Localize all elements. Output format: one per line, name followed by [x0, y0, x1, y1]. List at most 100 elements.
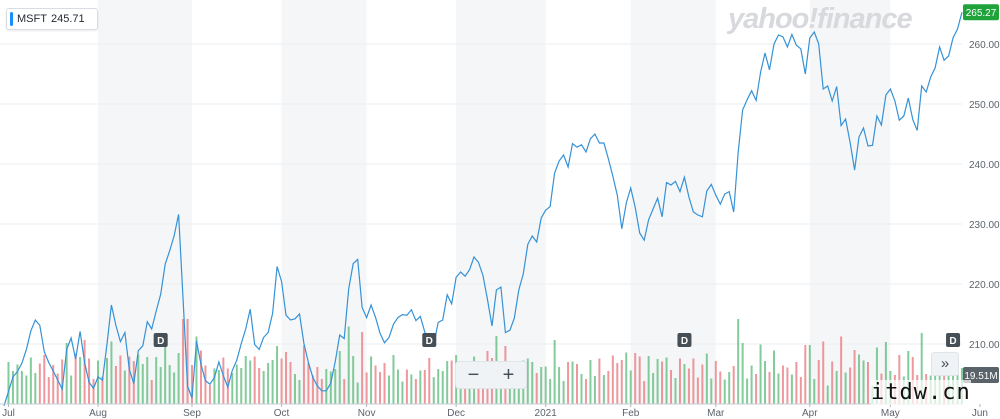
volume-bar — [392, 355, 395, 404]
volume-bar — [128, 356, 131, 404]
volume-bar — [450, 360, 453, 404]
volume-bar — [786, 367, 789, 404]
volume-bar — [866, 362, 869, 404]
volume-bar — [231, 373, 234, 404]
volume-bar — [634, 353, 637, 404]
volume-bar — [764, 361, 767, 404]
x-tick-label: Dec — [447, 408, 465, 419]
x-tick-label: May — [881, 408, 900, 419]
volume-bar — [83, 340, 86, 404]
volume-bar — [38, 363, 41, 404]
volume-bar — [311, 375, 314, 404]
y-tick-label: 240.00 — [969, 160, 1000, 171]
volume-bar — [34, 373, 37, 404]
volume-bar — [419, 370, 422, 404]
volume-bar — [844, 372, 847, 404]
volume-bar — [638, 356, 641, 404]
y-tick-label: 220.00 — [969, 280, 1000, 291]
volume-bar — [750, 365, 753, 404]
volume-bar — [97, 360, 100, 404]
x-tick-label: Sep — [183, 408, 201, 419]
volume-bar — [813, 379, 816, 404]
dividend-marker-label: D — [157, 336, 164, 347]
volume-bar — [692, 358, 695, 404]
volume-bar — [343, 379, 346, 404]
volume-bar — [352, 356, 355, 404]
volume-bar — [428, 358, 431, 404]
zoom-out-button[interactable]: − — [467, 364, 480, 386]
volume-bar — [853, 350, 856, 404]
y-tick-label: 210.00 — [969, 340, 1000, 351]
x-tick-label: Aug — [89, 408, 107, 419]
volume-bar — [92, 379, 95, 404]
volume-bar — [858, 354, 861, 404]
volume-bar — [401, 381, 404, 404]
y-tick-label: 230.00 — [969, 220, 1000, 231]
volume-bar — [459, 381, 462, 404]
volume-bar — [25, 375, 28, 404]
volume-bar — [204, 365, 207, 404]
volume-bar — [173, 372, 176, 404]
x-tick-label: Mar — [707, 408, 725, 419]
volume-bar — [777, 373, 780, 404]
volume-bar — [746, 378, 749, 404]
volume-bar — [320, 379, 323, 404]
dividend-marker[interactable]: D — [677, 333, 692, 347]
volume-bar — [602, 375, 605, 404]
dividend-marker[interactable]: D — [153, 333, 168, 347]
dividend-marker[interactable]: D — [946, 333, 961, 347]
scroll-forward-button[interactable]: » — [931, 352, 959, 376]
volume-bar — [280, 358, 283, 404]
volume-bar — [732, 366, 735, 404]
volume-tag — [963, 367, 999, 383]
volume-bar — [208, 385, 211, 404]
volume-bar — [611, 355, 614, 404]
dividend-marker-label: D — [426, 336, 433, 347]
zoom-in-button[interactable]: + — [502, 364, 515, 386]
volume-bar — [795, 362, 798, 404]
volume-bar — [907, 351, 910, 404]
volume-bar — [678, 358, 681, 404]
volume-bar — [432, 377, 435, 404]
volume-bar — [267, 363, 270, 404]
volume-bar — [719, 371, 722, 404]
series-color-bar — [10, 12, 13, 26]
volume-bar — [29, 357, 32, 404]
volume-bar — [643, 381, 646, 404]
volume-bar — [383, 363, 386, 404]
volume-bar — [571, 361, 574, 404]
volume-bar — [405, 369, 408, 404]
volume-bar — [16, 364, 19, 404]
volume-bar — [441, 371, 444, 404]
volume-bar — [553, 340, 556, 404]
current-price-label: 265.27 — [966, 8, 997, 19]
volume-bar — [670, 370, 673, 404]
volume-bar — [665, 357, 668, 404]
volume-bar — [137, 354, 140, 404]
volume-bar — [437, 369, 440, 404]
dividend-marker[interactable]: D — [422, 333, 437, 347]
dividend-marker-label: D — [681, 336, 688, 347]
volume-bar — [52, 365, 55, 404]
volume-bar — [396, 369, 399, 404]
ticker-label[interactable]: MSFT 245.71 — [6, 8, 98, 30]
volume-bar — [20, 371, 23, 404]
volume-bar — [276, 346, 279, 404]
price-line — [3, 12, 963, 406]
volume-bar — [723, 379, 726, 404]
volume-bar — [598, 358, 601, 404]
volume-bar — [656, 359, 659, 404]
x-tick-label: Oct — [274, 408, 290, 419]
volume-bar — [244, 356, 247, 404]
volume-bar — [755, 374, 758, 404]
volume-bar — [79, 357, 82, 404]
volume-bar — [258, 368, 261, 404]
volume-bar — [840, 336, 843, 404]
dividend-marker-box — [153, 333, 168, 347]
current-price-tag — [963, 4, 999, 21]
volume-bar — [164, 342, 167, 404]
volume-bar — [696, 377, 699, 404]
volume-bar — [298, 380, 301, 404]
volume-bar — [580, 374, 583, 404]
